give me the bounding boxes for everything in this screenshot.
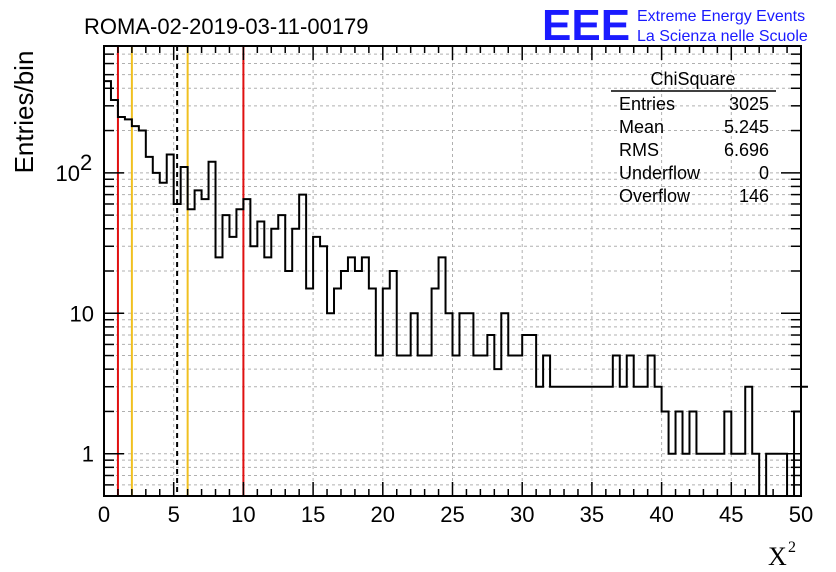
logo-line-1: Extreme Energy Events: [637, 8, 805, 25]
x-tick-label: 0: [98, 502, 110, 527]
stats-row-value: 0: [759, 163, 769, 183]
x-axis-label: X: [768, 542, 787, 571]
stats-row-label: RMS: [619, 140, 659, 160]
stats-row-value: 5.245: [724, 117, 769, 137]
y-axis-label: Entries/bin: [9, 51, 39, 174]
eee-logo: EEE Extreme Energy Events La Scienza nel…: [542, 1, 808, 50]
x-tick-label: 10: [231, 502, 255, 527]
x-axis-label-superscript: 2: [788, 539, 796, 556]
stats-title: ChiSquare: [650, 69, 735, 89]
stats-row-label: Underflow: [619, 163, 701, 183]
x-tick-label: 15: [301, 502, 325, 527]
stats-box: ChiSquare Entries 3025 Mean 5.245 RMS 6.696 Un…: [611, 69, 776, 206]
x-tick-label: 25: [440, 502, 464, 527]
x-tick-label: 30: [510, 502, 534, 527]
x-tick-label: 40: [649, 502, 673, 527]
stats-row-label: Entries: [619, 94, 675, 114]
chart-title: ROMA-02-2019-03-11-00179: [84, 14, 369, 39]
y-tick-label: 1: [82, 442, 94, 467]
x-axis-label-group: X 2: [768, 539, 796, 571]
histogram-line: [104, 80, 808, 497]
stats-row-value: 146: [739, 186, 769, 206]
x-tick-label: 20: [371, 502, 395, 527]
y-tick-label: 10: [70, 301, 94, 326]
x-tick-label: 35: [580, 502, 604, 527]
logo-line-2: La Scienza nelle Scuole: [637, 28, 808, 45]
stats-row-value: 3025: [729, 94, 769, 114]
y-tick-label: 10: [56, 161, 80, 186]
logo-mark: EEE: [542, 1, 630, 50]
y-tick-label-exponent: 2: [80, 150, 92, 175]
stats-row-label: Overflow: [619, 186, 691, 206]
x-tick-label: 50: [789, 502, 813, 527]
x-tick-label: 5: [168, 502, 180, 527]
stats-row-value: 6.696: [724, 140, 769, 160]
stats-row-label: Mean: [619, 117, 664, 137]
histogram-series: [104, 80, 808, 497]
x-tick-label: 45: [719, 502, 743, 527]
